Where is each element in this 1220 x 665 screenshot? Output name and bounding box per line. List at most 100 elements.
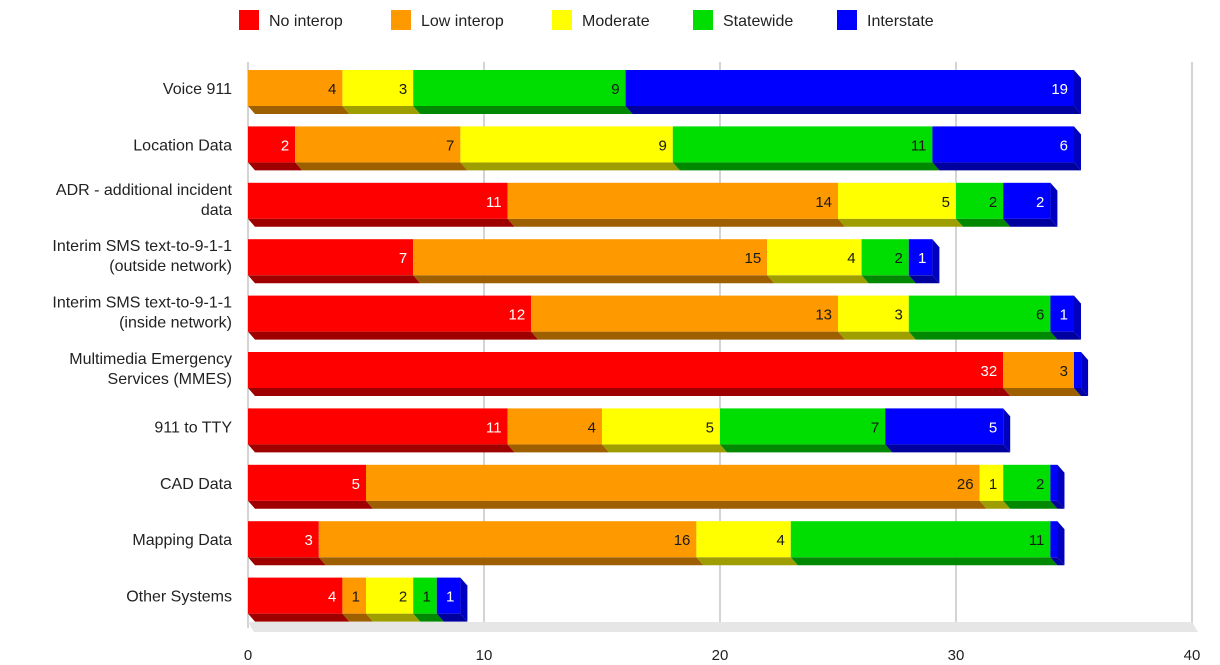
data-label: 2 bbox=[894, 250, 902, 267]
category-label: Other Systems bbox=[126, 589, 232, 606]
plot-floor bbox=[248, 622, 1198, 632]
bar-segment bbox=[248, 408, 508, 445]
bar-depth bbox=[248, 275, 421, 284]
bar-depth bbox=[838, 331, 916, 340]
bar-segment bbox=[342, 577, 366, 614]
bar-end-depth bbox=[460, 577, 468, 622]
bar-depth bbox=[248, 162, 303, 171]
x-tick-label: 30 bbox=[948, 647, 965, 664]
bar-segment bbox=[436, 577, 461, 614]
bar-depth bbox=[861, 275, 916, 284]
bar-segment bbox=[1074, 352, 1082, 388]
data-label: 5 bbox=[942, 194, 950, 211]
data-label: 4 bbox=[588, 419, 596, 436]
legend-swatch bbox=[239, 10, 259, 30]
bar-segment bbox=[1050, 464, 1058, 501]
legend-swatch bbox=[693, 10, 713, 30]
data-label: 1 bbox=[989, 476, 997, 493]
bar-segment bbox=[507, 408, 602, 445]
bar-depth bbox=[248, 388, 1011, 396]
data-label: 3 bbox=[1060, 363, 1068, 380]
bar-segment bbox=[672, 126, 933, 163]
data-label: 11 bbox=[1029, 532, 1045, 549]
data-label: 1 bbox=[352, 589, 360, 606]
bar-depth bbox=[436, 613, 468, 622]
bar-depth bbox=[248, 613, 350, 622]
bar-segment bbox=[413, 239, 768, 276]
data-label: 2 bbox=[281, 137, 289, 154]
bar-depth bbox=[838, 218, 963, 227]
bar-depth bbox=[1003, 218, 1058, 227]
bar-segment bbox=[885, 408, 1004, 445]
bar-end-depth bbox=[1081, 352, 1089, 396]
bar-segment bbox=[248, 70, 343, 106]
bar-depth bbox=[908, 331, 1058, 340]
bar-segment bbox=[366, 464, 980, 501]
data-label: 2 bbox=[1036, 476, 1044, 493]
category-label: CAD Data bbox=[160, 476, 232, 493]
data-label: 1 bbox=[422, 589, 430, 606]
bar-segment bbox=[1003, 352, 1074, 388]
bar-depth bbox=[248, 106, 350, 114]
data-label: 11 bbox=[486, 194, 502, 211]
bar-segment bbox=[460, 126, 673, 163]
bar-segment bbox=[932, 126, 1074, 163]
bar-segment bbox=[908, 239, 933, 276]
bar-depth bbox=[507, 218, 845, 227]
bar-end-depth bbox=[1057, 464, 1065, 509]
bar-segment bbox=[1050, 521, 1058, 558]
category-label: Location Data bbox=[133, 137, 232, 154]
x-tick-label: 40 bbox=[1184, 647, 1201, 664]
data-label: 15 bbox=[745, 250, 762, 267]
bar-end-depth bbox=[1057, 521, 1065, 566]
category-label: (outside network) bbox=[109, 258, 232, 275]
data-label: 1 bbox=[1060, 307, 1068, 324]
legend-label: No interop bbox=[269, 13, 343, 30]
bar-segment bbox=[720, 408, 886, 445]
bar-segment bbox=[767, 239, 862, 276]
bar-segment bbox=[1050, 295, 1074, 332]
data-label: 5 bbox=[706, 419, 714, 436]
data-label: 3 bbox=[399, 81, 407, 98]
legend-label: Low interop bbox=[421, 13, 504, 30]
category-label: Interim SMS text-to-9-1-1 bbox=[52, 295, 232, 312]
data-label: 2 bbox=[989, 194, 997, 211]
bar-segment bbox=[908, 295, 1051, 332]
data-label: 13 bbox=[815, 307, 832, 324]
bar-depth bbox=[956, 218, 1011, 227]
bar-depth bbox=[295, 162, 468, 171]
bar-depth bbox=[366, 613, 421, 622]
bar-end-depth bbox=[1050, 182, 1058, 227]
bar-segment bbox=[531, 295, 838, 332]
bar-depth bbox=[602, 444, 727, 453]
data-label: 26 bbox=[957, 476, 974, 493]
bar-depth bbox=[248, 444, 515, 453]
category-label: Mapping Data bbox=[132, 532, 232, 549]
bar-segment bbox=[956, 182, 1004, 219]
bar-depth bbox=[932, 162, 1081, 171]
x-tick-label: 10 bbox=[476, 647, 493, 664]
legend-label: Interstate bbox=[867, 13, 934, 30]
bar-segment bbox=[248, 464, 366, 501]
data-label: 7 bbox=[399, 250, 407, 267]
bar-segment bbox=[413, 70, 626, 106]
category-label: Multimedia Emergency bbox=[69, 351, 232, 368]
category-label: (inside network) bbox=[119, 315, 232, 332]
data-label: 3 bbox=[304, 532, 312, 549]
bar-depth bbox=[531, 331, 845, 340]
bar-end-depth bbox=[1003, 408, 1011, 453]
category-label: Interim SMS text-to-9-1-1 bbox=[52, 238, 232, 255]
bar-segment bbox=[318, 521, 697, 558]
bar-depth bbox=[1074, 388, 1089, 396]
category-label: Services (MMES) bbox=[108, 371, 232, 388]
bar-depth bbox=[908, 275, 940, 284]
bar-depth bbox=[248, 557, 326, 566]
data-label: 11 bbox=[911, 137, 927, 154]
category-label: data bbox=[201, 202, 232, 219]
bar-depth bbox=[248, 218, 515, 227]
bar-depth bbox=[248, 331, 539, 340]
data-label: 2 bbox=[1036, 194, 1044, 211]
data-label: 4 bbox=[847, 250, 855, 267]
bar-depth bbox=[318, 557, 704, 566]
bar-depth bbox=[696, 557, 798, 566]
